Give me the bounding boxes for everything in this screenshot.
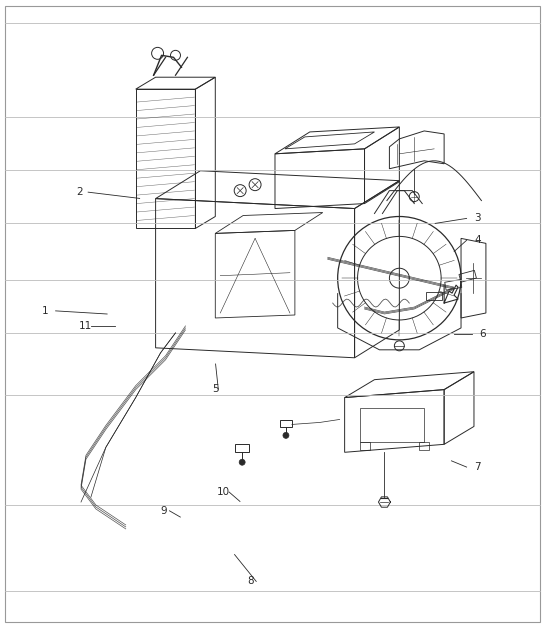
- Text: 6: 6: [480, 329, 486, 339]
- Bar: [280, 421, 292, 428]
- Text: 10: 10: [217, 487, 230, 497]
- Text: 4: 4: [474, 236, 481, 246]
- Circle shape: [239, 459, 245, 465]
- Bar: [426, 292, 442, 300]
- Text: 8: 8: [247, 577, 254, 587]
- Text: 5: 5: [212, 384, 219, 394]
- Text: 1: 1: [41, 306, 48, 316]
- Text: 9: 9: [161, 506, 167, 516]
- Bar: [459, 271, 476, 282]
- Bar: [360, 408, 424, 442]
- Bar: [235, 445, 249, 452]
- Circle shape: [283, 433, 289, 438]
- Bar: [419, 442, 429, 450]
- Bar: [445, 279, 462, 290]
- Bar: [360, 442, 370, 450]
- Text: 11: 11: [79, 322, 92, 332]
- Text: 7: 7: [474, 462, 481, 472]
- Text: 2: 2: [77, 187, 83, 197]
- Text: 3: 3: [474, 214, 481, 224]
